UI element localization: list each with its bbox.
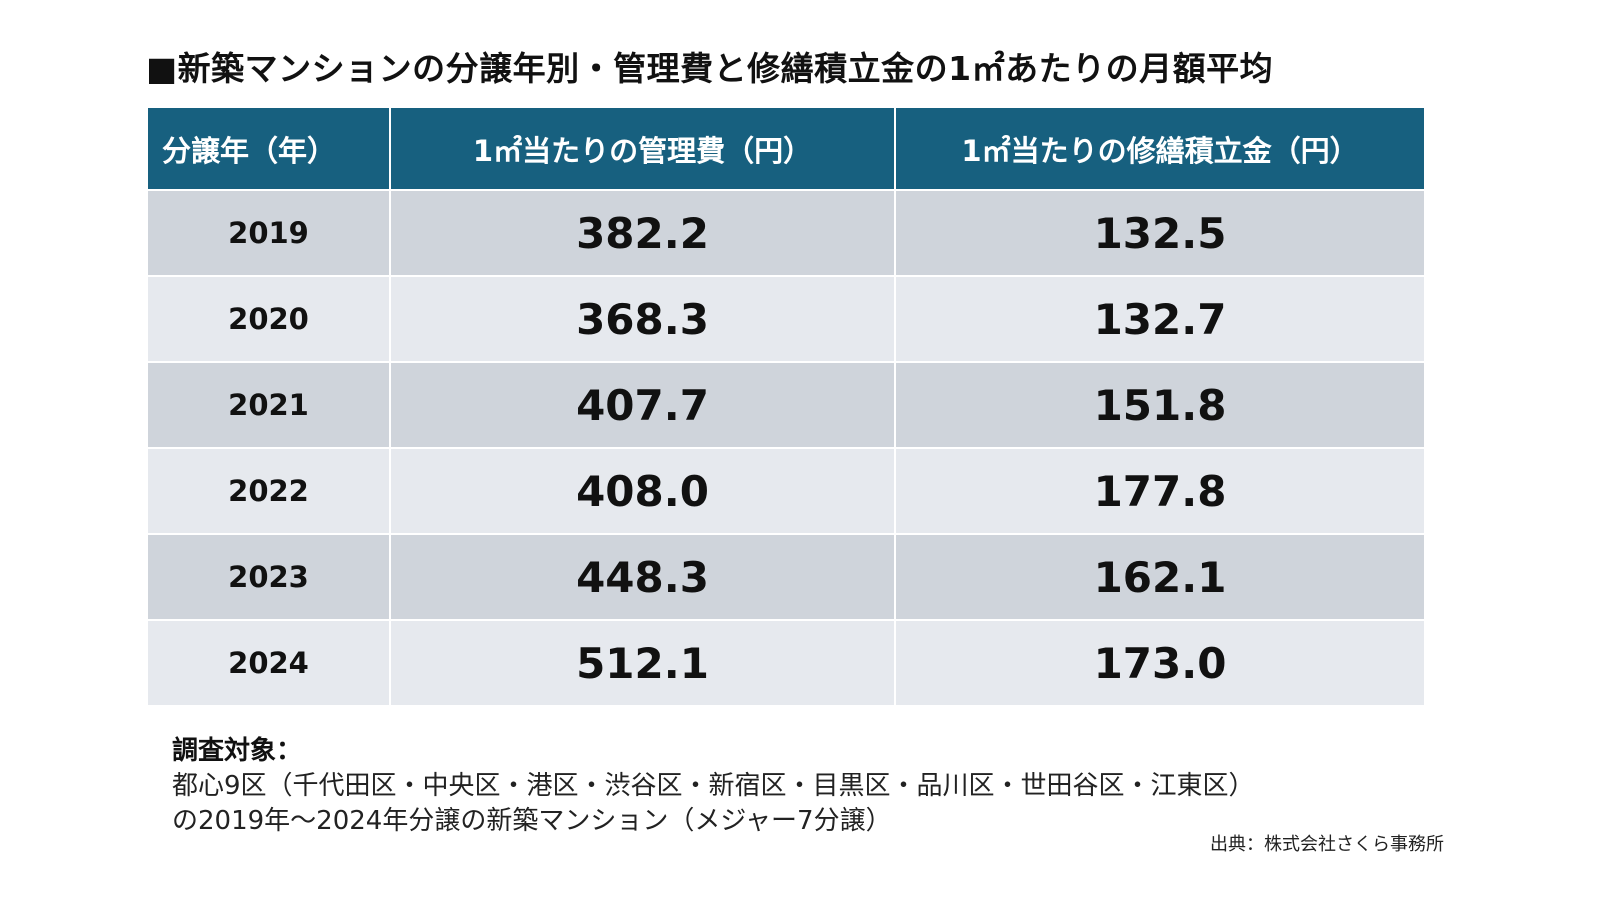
note-line: の2019年～2024年分譲の新築マンション（メジャー7分譲） xyxy=(172,806,892,836)
table-cell: 2023 xyxy=(148,535,389,619)
table-cell: 408.0 xyxy=(391,449,894,533)
table-row: 2021 407.7 151.8 xyxy=(148,363,1424,447)
header-cell: 1㎡当たりの管理費（円） xyxy=(391,108,894,189)
table-cell: 132.5 xyxy=(896,191,1424,275)
table-row: 2024 512.1 173.0 xyxy=(148,621,1424,705)
table-cell: 512.1 xyxy=(391,621,894,705)
title: ■新築マンションの分譲年別・管理費と修繕積立金の1㎡あたりの月額平均 xyxy=(146,49,1274,88)
header-cell: 1㎡当たりの修繕積立金（円） xyxy=(896,108,1424,189)
source: 出典：株式会社さくら事務所 xyxy=(1210,834,1444,855)
table-cell: 2024 xyxy=(148,621,389,705)
note-title: 調査対象： xyxy=(172,736,303,766)
table-cell: 162.1 xyxy=(896,535,1424,619)
table-cell: 173.0 xyxy=(896,621,1424,705)
table-cell: 407.7 xyxy=(391,363,894,447)
header-row: 分譲年（年） 1㎡当たりの管理費（円） 1㎡当たりの修繕積立金（円） xyxy=(148,108,1424,189)
header-cell: 分譲年（年） xyxy=(148,108,389,189)
table-cell: 177.8 xyxy=(896,449,1424,533)
table-cell: 2021 xyxy=(148,363,389,447)
table-cell: 2020 xyxy=(148,277,389,361)
table-row: 2022 408.0 177.8 xyxy=(148,449,1424,533)
table-cell: 368.3 xyxy=(391,277,894,361)
table-row: 2019 382.2 132.5 xyxy=(148,191,1424,275)
table-row: 2023 448.3 162.1 xyxy=(148,535,1424,619)
table-cell: 2019 xyxy=(148,191,389,275)
table-row: 2020 368.3 132.7 xyxy=(148,277,1424,361)
note-line: 都心9区（千代田区・中央区・港区・渋谷区・新宿区・目黒区・品川区・世田谷区・江東… xyxy=(172,771,1255,801)
table-cell: 2022 xyxy=(148,449,389,533)
table-cell: 382.2 xyxy=(391,191,894,275)
table-cell: 448.3 xyxy=(391,535,894,619)
table-cell: 132.7 xyxy=(896,277,1424,361)
table: 分譲年（年） 1㎡当たりの管理費（円） 1㎡当たりの修繕積立金（円） 2019 382.… xyxy=(148,108,1424,707)
table-cell: 151.8 xyxy=(896,363,1424,447)
